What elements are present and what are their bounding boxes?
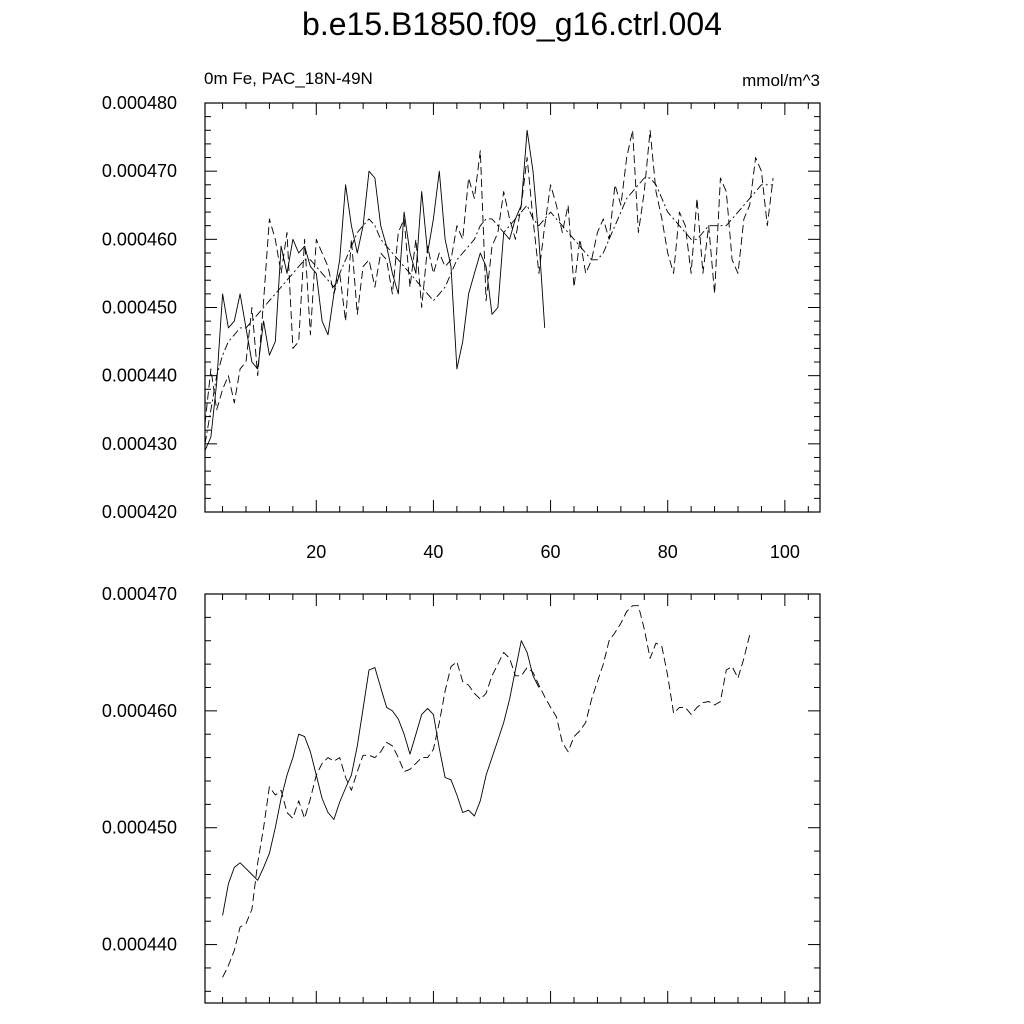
- x-tick-label: 20: [306, 542, 326, 562]
- y-tick-label: 0.000470: [102, 161, 177, 181]
- y-tick-label: 0.000460: [102, 701, 177, 721]
- y-tick-label: 0.000450: [102, 298, 177, 318]
- plot-frame: [204, 593, 821, 1004]
- units-label: mmol/m^3: [742, 71, 820, 90]
- y-tick-label: 0.000440: [102, 366, 177, 386]
- chart-title: b.e15.B1850.f09_g16.ctrl.004: [302, 6, 722, 42]
- y-tick-label: 0.000460: [102, 229, 177, 249]
- series-line-dashed: [204, 129, 774, 424]
- y-tick-label: 0.000450: [102, 818, 177, 838]
- top-panel: 0m Fe, PAC_18N-49N mmol/m^3 0.000420 0.00…: [102, 69, 821, 562]
- x-tick-label: 40: [423, 542, 443, 562]
- variable-region-label: 0m Fe, PAC_18N-49N: [204, 69, 373, 88]
- y-tick-label: 0.000480: [102, 93, 177, 113]
- x-tick-label: 100: [770, 542, 800, 562]
- series-line-dash-dot: [204, 177, 774, 444]
- x-tick-label: 80: [658, 542, 678, 562]
- bottom-panel: 0.000440 0.000450 0.000460 0.000470: [102, 584, 821, 1004]
- y-tick-label: 0.000420: [102, 502, 177, 522]
- y-tick-label: 0.000440: [102, 935, 177, 955]
- series-line-dashed: [222, 605, 751, 978]
- y-tick-label: 0.000430: [102, 434, 177, 454]
- plot-frame: [204, 102, 821, 513]
- series-line-solid: [222, 640, 540, 916]
- series-line-solid: [204, 129, 546, 451]
- x-tick-label: 60: [541, 542, 561, 562]
- y-tick-label: 0.000470: [102, 584, 177, 604]
